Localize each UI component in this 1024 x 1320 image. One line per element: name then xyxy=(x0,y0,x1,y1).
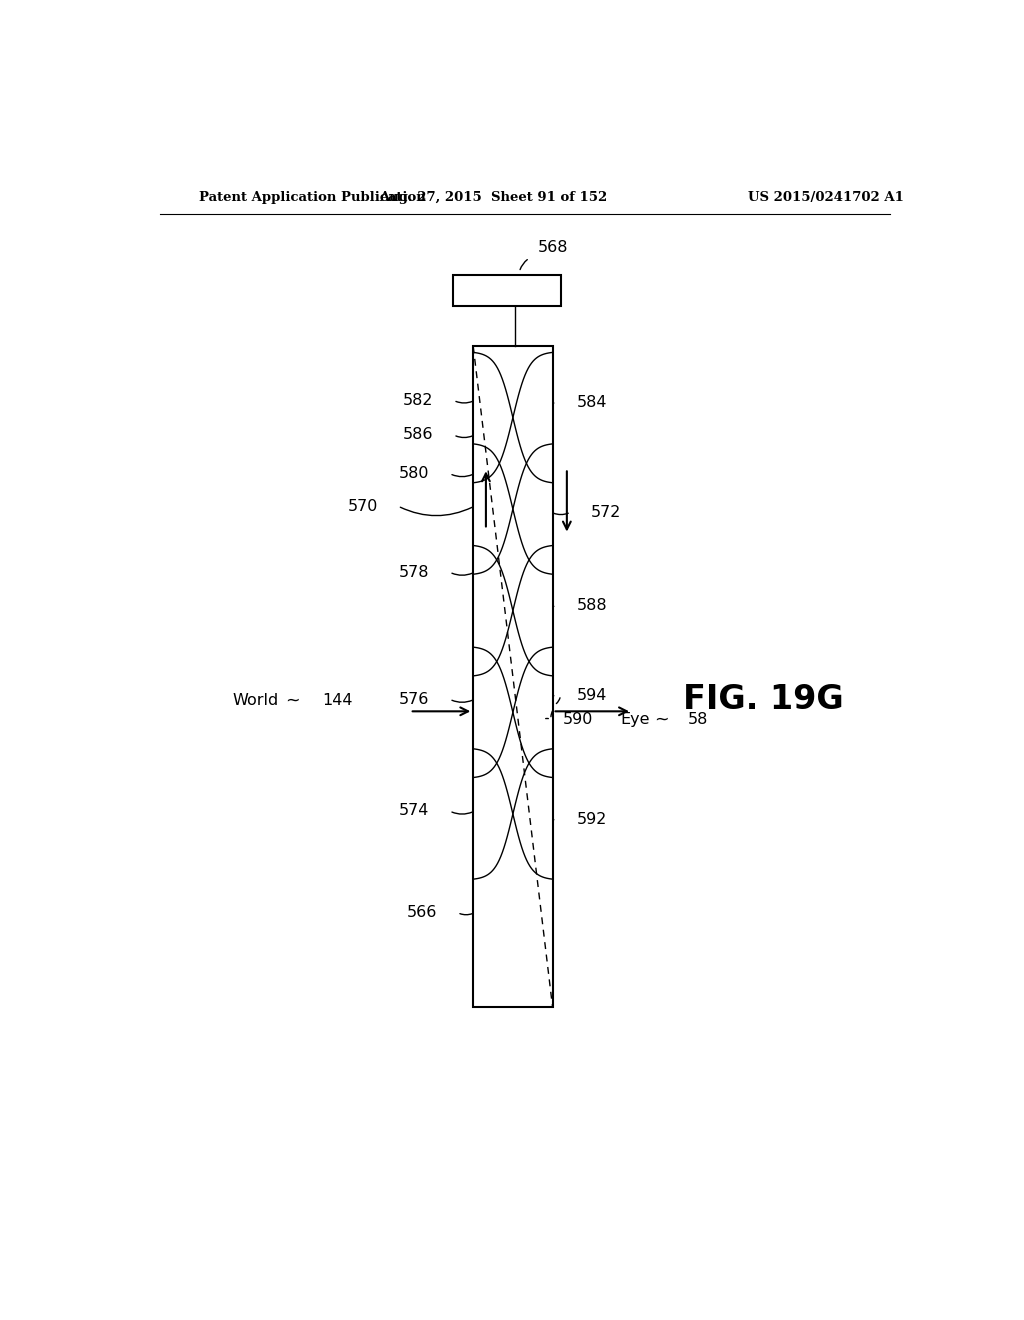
Text: 58: 58 xyxy=(687,711,708,727)
Text: ~: ~ xyxy=(285,692,300,709)
Text: 592: 592 xyxy=(577,812,607,826)
Text: 584: 584 xyxy=(577,395,607,409)
Bar xyxy=(454,276,560,306)
Text: Patent Application Publication: Patent Application Publication xyxy=(200,190,426,203)
Text: 594: 594 xyxy=(577,688,607,702)
Text: 580: 580 xyxy=(399,466,430,480)
Text: 582: 582 xyxy=(403,393,433,408)
Text: US 2015/0241702 A1: US 2015/0241702 A1 xyxy=(749,190,904,203)
Text: 574: 574 xyxy=(399,804,430,818)
Text: 566: 566 xyxy=(408,906,437,920)
Text: 588: 588 xyxy=(577,598,607,612)
Text: 568: 568 xyxy=(538,240,568,255)
Bar xyxy=(473,346,553,1007)
Text: 570: 570 xyxy=(347,499,378,513)
Text: 144: 144 xyxy=(323,693,353,708)
Text: 578: 578 xyxy=(399,565,430,579)
Text: World: World xyxy=(232,693,279,708)
Text: Aug. 27, 2015  Sheet 91 of 152: Aug. 27, 2015 Sheet 91 of 152 xyxy=(379,190,607,203)
Text: Eye: Eye xyxy=(621,711,650,727)
Text: FIG. 19G: FIG. 19G xyxy=(683,682,843,715)
Text: 586: 586 xyxy=(403,428,433,442)
Text: ~: ~ xyxy=(654,710,669,729)
Text: 576: 576 xyxy=(399,692,430,706)
Text: 590: 590 xyxy=(563,711,593,727)
Text: 572: 572 xyxy=(591,504,621,520)
